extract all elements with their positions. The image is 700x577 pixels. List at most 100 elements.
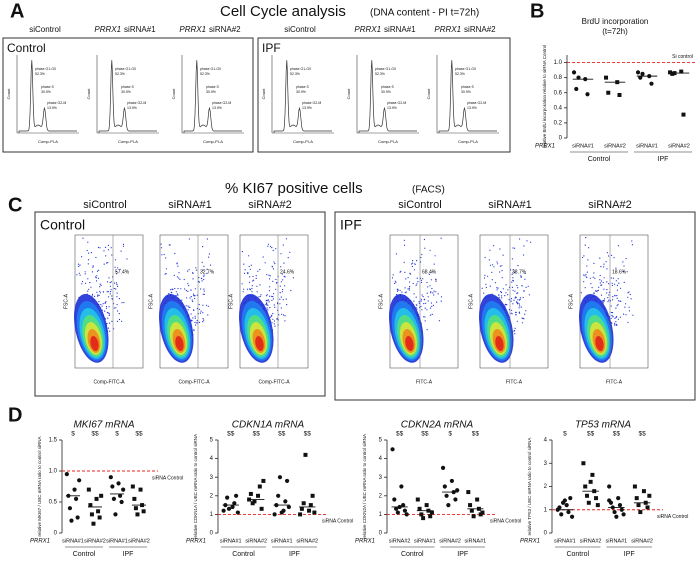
data-point bbox=[402, 508, 408, 513]
x-tick-label: siRNA#2 bbox=[439, 538, 461, 544]
event-dot bbox=[116, 273, 118, 275]
event-dot bbox=[500, 291, 502, 293]
data-point bbox=[69, 518, 74, 523]
data-point bbox=[632, 484, 637, 489]
gene-name: PRRX1 bbox=[94, 25, 121, 34]
event-dot bbox=[108, 296, 110, 298]
x-tick-label: siRNA#1 bbox=[636, 143, 658, 149]
event-dot bbox=[110, 281, 112, 283]
event-dot bbox=[259, 268, 261, 271]
data-point bbox=[568, 496, 573, 501]
histogram bbox=[18, 60, 77, 133]
event-dot bbox=[584, 287, 586, 289]
data-point bbox=[135, 512, 140, 517]
x-tick-label: siRNA#1 bbox=[62, 538, 84, 544]
event-dot bbox=[114, 282, 116, 284]
event-dot bbox=[517, 265, 519, 267]
data-point bbox=[468, 503, 473, 508]
event-dot bbox=[177, 265, 179, 267]
axis-label: Comp-FITC-A bbox=[178, 379, 210, 385]
significance-mark: $$ bbox=[472, 431, 480, 438]
event-dot bbox=[272, 296, 274, 298]
event-dot bbox=[190, 296, 192, 298]
event-dot bbox=[517, 299, 519, 301]
event-dot bbox=[623, 313, 625, 315]
phase-pct: 30.9% bbox=[381, 90, 391, 94]
event-dot bbox=[593, 272, 595, 274]
event-dot bbox=[610, 311, 613, 314]
event-dot bbox=[273, 320, 276, 322]
event-dot bbox=[195, 269, 198, 271]
event-dot bbox=[496, 289, 498, 291]
data-point bbox=[619, 507, 624, 512]
event-dot bbox=[606, 252, 609, 254]
event-dot bbox=[519, 297, 522, 299]
event-dot bbox=[206, 268, 208, 270]
event-dot bbox=[429, 307, 432, 309]
event-dot bbox=[427, 296, 429, 298]
gate-pct: 68.4% bbox=[422, 269, 437, 275]
event-dot bbox=[176, 276, 178, 278]
event-dot bbox=[435, 291, 437, 293]
event-dot bbox=[518, 307, 520, 309]
x-tick-label: siRNA#1 bbox=[106, 538, 128, 544]
event-dot bbox=[484, 274, 486, 276]
event-dot bbox=[631, 240, 633, 242]
event-dot bbox=[584, 275, 586, 277]
event-dot bbox=[440, 296, 443, 298]
event-dot bbox=[409, 281, 411, 283]
event-dot bbox=[266, 294, 268, 296]
histogram bbox=[358, 60, 417, 133]
event-dot bbox=[610, 305, 612, 307]
event-dot bbox=[102, 303, 104, 305]
event-dot bbox=[426, 281, 428, 284]
event-dot bbox=[202, 304, 204, 306]
event-dot bbox=[206, 272, 208, 274]
event-dot bbox=[501, 297, 503, 299]
event-dot bbox=[202, 246, 204, 248]
event-dot bbox=[260, 294, 262, 296]
event-dot bbox=[431, 305, 433, 307]
event-dot bbox=[121, 320, 123, 322]
panel-box bbox=[34, 211, 326, 397]
event-dot bbox=[241, 283, 243, 285]
data-point bbox=[108, 475, 113, 480]
event-dot bbox=[611, 282, 613, 284]
event-dot bbox=[199, 312, 201, 314]
event-dot bbox=[178, 277, 180, 279]
significance-mark: $$ bbox=[639, 431, 647, 438]
event-dot bbox=[615, 321, 617, 323]
event-dot bbox=[195, 267, 197, 269]
event-dot bbox=[489, 285, 491, 287]
event-dot bbox=[290, 289, 292, 292]
event-dot bbox=[193, 329, 195, 331]
event-dot bbox=[244, 269, 246, 271]
event-dot bbox=[510, 269, 512, 271]
data-point bbox=[641, 489, 646, 494]
data-point bbox=[285, 478, 290, 484]
event-dot bbox=[79, 274, 81, 276]
event-dot bbox=[491, 264, 494, 266]
data-point bbox=[395, 510, 400, 515]
event-dot bbox=[108, 313, 110, 315]
event-dot bbox=[118, 298, 120, 300]
event-dot bbox=[192, 300, 194, 303]
event-dot bbox=[615, 267, 617, 269]
significance-mark: $$ bbox=[613, 431, 621, 438]
event-dot bbox=[250, 264, 252, 266]
event-dot bbox=[407, 277, 409, 279]
axis-label: FITC-A bbox=[606, 379, 623, 385]
event-dot bbox=[115, 288, 117, 290]
event-dot bbox=[396, 288, 398, 290]
event-dot bbox=[501, 295, 503, 297]
event-dot bbox=[104, 246, 107, 248]
event-dot bbox=[248, 265, 250, 268]
y-axis-label: relative MKI67 / UBC mRNA ratio to contr… bbox=[37, 436, 42, 536]
column-header: siRNA#2 bbox=[248, 199, 291, 211]
event-dot bbox=[519, 238, 521, 240]
data-point bbox=[308, 503, 313, 508]
event-dot bbox=[625, 314, 627, 316]
event-dot bbox=[108, 306, 110, 308]
event-dot bbox=[512, 280, 515, 282]
event-dot bbox=[104, 301, 106, 304]
